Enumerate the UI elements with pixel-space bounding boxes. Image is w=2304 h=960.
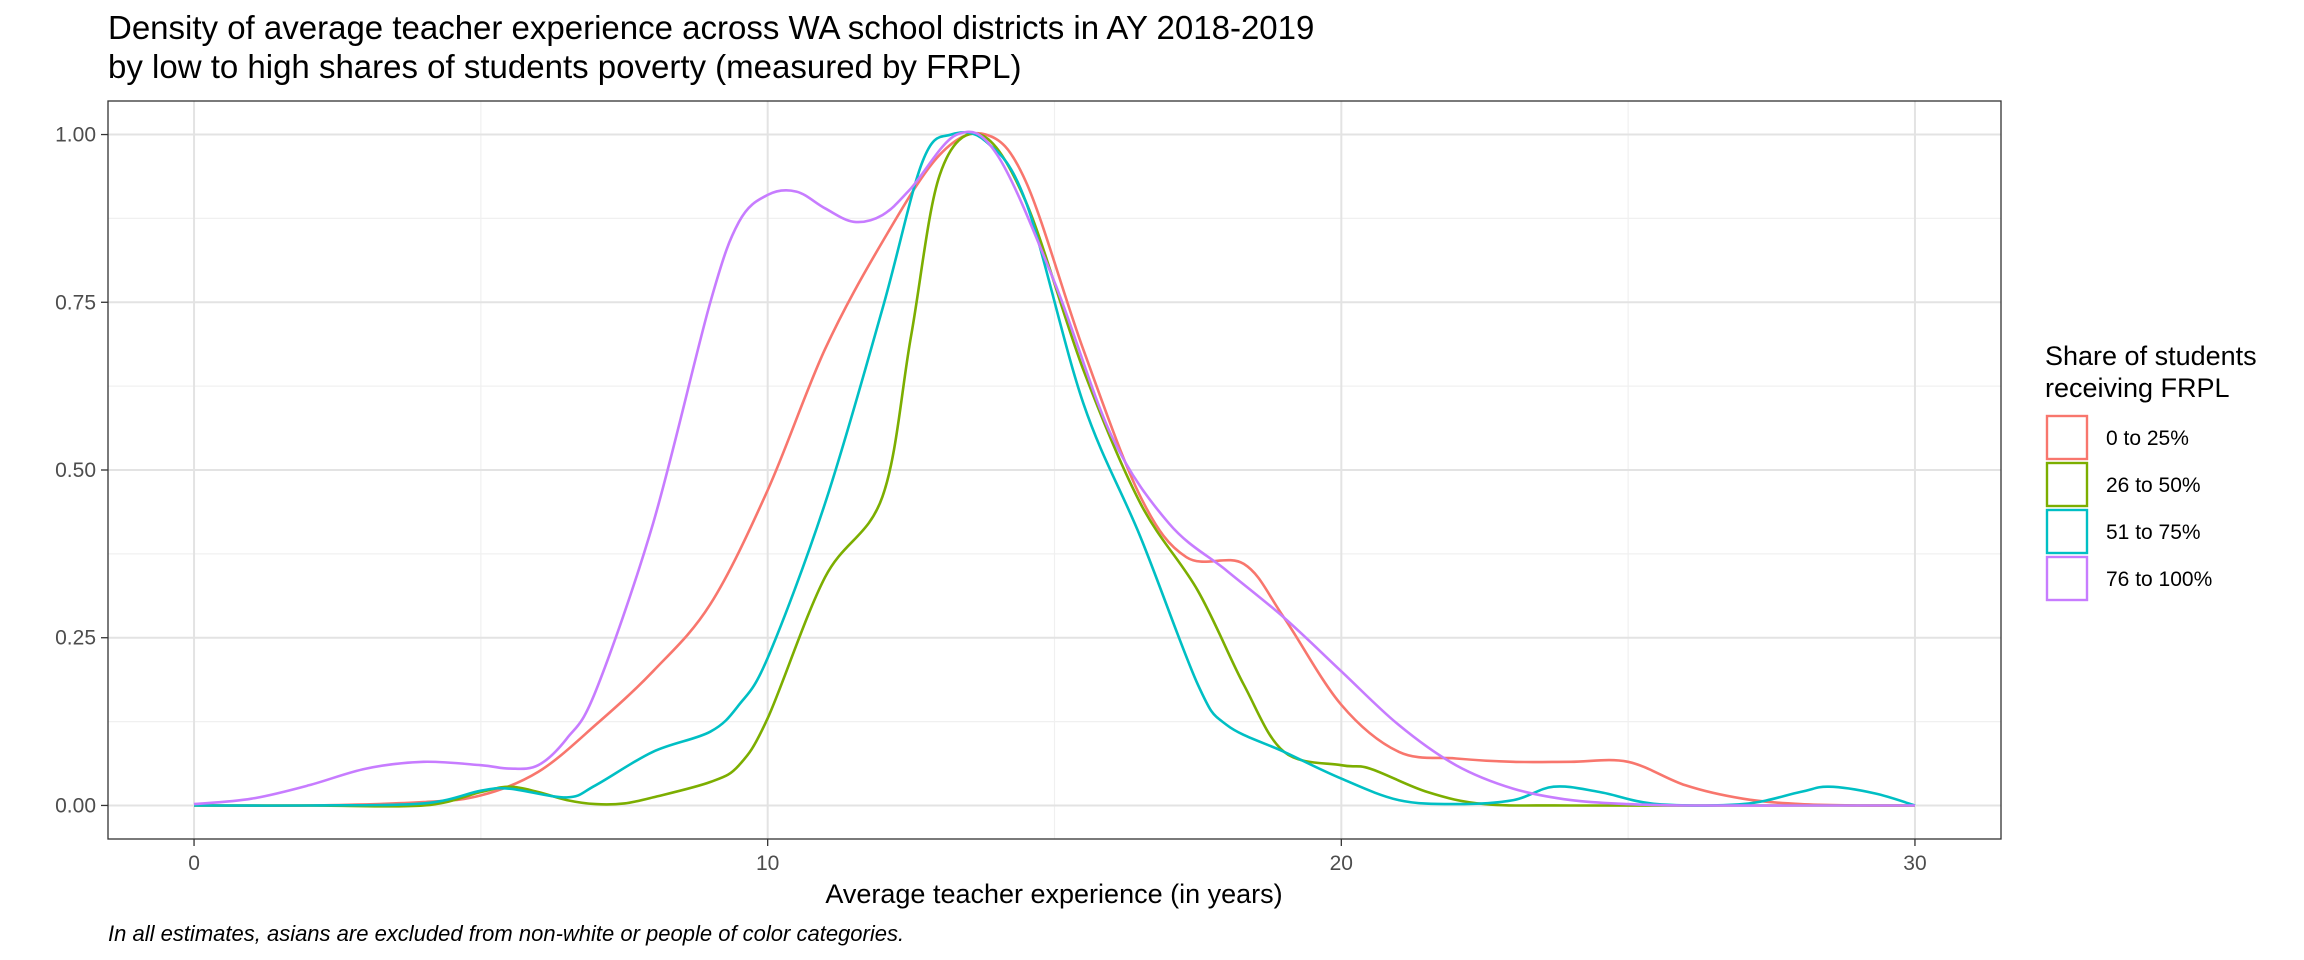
legend: Share of students receiving FRPL 0 to 25… — [2045, 341, 2257, 602]
chart-title: Density of average teacher experience ac… — [108, 9, 1314, 46]
legend-item: 0 to 25% — [2045, 414, 2189, 461]
y-axis: 0.00 0.25 0.50 0.75 1.00 — [55, 124, 108, 817]
y-tick-label: 1.00 — [55, 124, 96, 147]
legend-key — [2045, 555, 2089, 602]
x-tick-label: 30 — [1903, 852, 1926, 875]
legend-item: 26 to 50% — [2045, 461, 2201, 508]
legend-label: 76 to 100% — [2106, 568, 2212, 591]
density-lines — [193, 130, 1916, 808]
legend-item: 76 to 100% — [2045, 555, 2212, 602]
x-tick-label: 20 — [1330, 852, 1353, 875]
legend-items: 0 to 25% 26 to 50% 51 to 75% 76 to 100% — [2045, 414, 2212, 602]
legend-key — [2045, 414, 2089, 461]
legend-label: 26 to 50% — [2106, 474, 2201, 497]
x-axis: 0 10 20 30 — [188, 839, 1927, 875]
legend-title-line-1: Share of students — [2045, 341, 2257, 371]
x-tick-label: 10 — [756, 852, 779, 875]
y-tick-label: 0.00 — [55, 794, 96, 817]
plot-panel — [107, 100, 2002, 840]
y-tick-label: 0.75 — [55, 291, 96, 314]
y-tick-label: 0.50 — [55, 459, 96, 482]
legend-title-line-2: receiving FRPL — [2045, 373, 2230, 403]
y-tick-label: 0.25 — [55, 627, 96, 650]
legend-label: 51 to 75% — [2106, 521, 2201, 544]
density-line-series-4 — [193, 130, 1915, 807]
legend-key — [2045, 461, 2089, 508]
legend-key — [2045, 508, 2089, 555]
x-tick-label: 0 — [188, 852, 200, 875]
legend-label: 0 to 25% — [2106, 427, 2189, 450]
density-line-series-1 — [193, 131, 1916, 808]
legend-item: 51 to 75% — [2045, 508, 2201, 555]
chart-subtitle: by low to high shares of students povert… — [108, 48, 1021, 85]
density-line-series-3 — [193, 130, 1916, 807]
x-axis-title: Average teacher experience (in years) — [825, 879, 1282, 909]
chart-caption: In all estimates, asians are excluded fr… — [108, 921, 904, 946]
